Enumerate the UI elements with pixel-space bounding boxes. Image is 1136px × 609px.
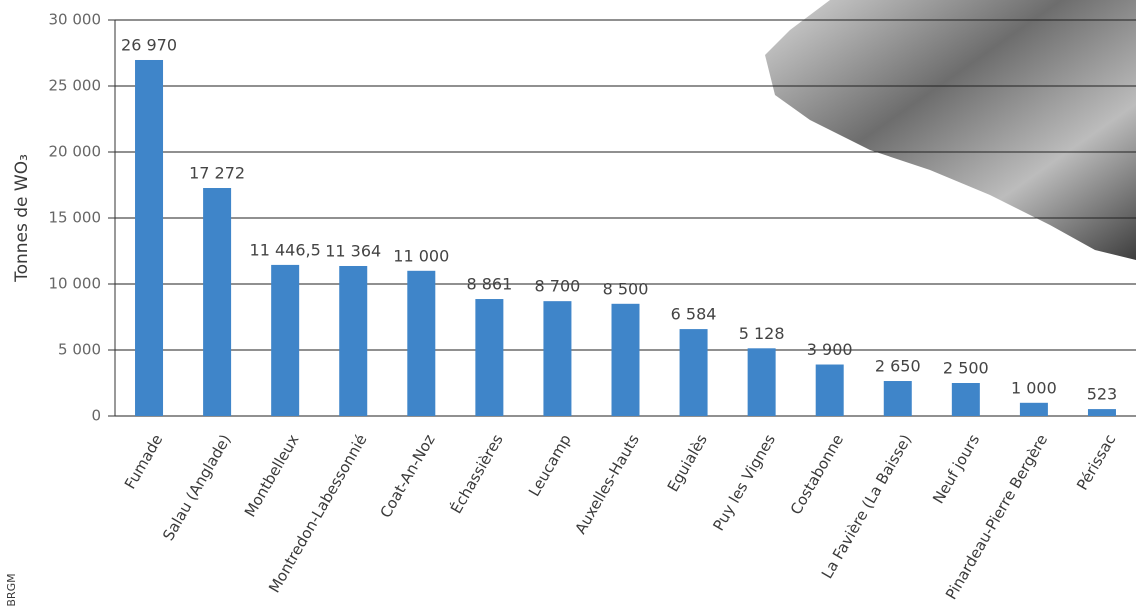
- value-label: 5 128: [739, 324, 785, 343]
- bar: [271, 264, 300, 416]
- value-label: 6 584: [671, 305, 717, 324]
- bar: [1019, 402, 1048, 416]
- value-label: 11 000: [393, 246, 449, 265]
- bar: [1087, 409, 1116, 416]
- value-label: 8 500: [603, 279, 649, 298]
- mineral-photo: [765, 0, 1136, 260]
- value-label: 17 272: [189, 164, 245, 183]
- value-label: 3 900: [807, 340, 853, 359]
- value-label: 8 700: [535, 277, 581, 296]
- bar: [883, 381, 912, 416]
- bar: [815, 364, 844, 416]
- bar: [407, 270, 436, 416]
- x-tick-label: Montbelleux: [241, 431, 303, 520]
- bar: [611, 303, 640, 416]
- x-tick-label: Eguialès: [664, 431, 711, 495]
- x-tick-label: Périssac: [1073, 431, 1119, 493]
- x-tick-label: Costabonne: [787, 431, 847, 517]
- x-tick-label: Fumade: [121, 431, 167, 492]
- y-tick-label: 30 000: [49, 11, 102, 29]
- bar: [951, 383, 980, 416]
- value-label: 8 861: [466, 275, 512, 294]
- x-tick-label: Leucamp: [525, 431, 575, 499]
- y-tick-label: 15 000: [49, 209, 102, 227]
- value-label: 2 500: [943, 359, 989, 378]
- bar: [475, 299, 504, 416]
- value-label: 1 000: [1011, 378, 1057, 397]
- y-tick-label: 25 000: [49, 77, 102, 95]
- x-tick-label: Coat-An-Noz: [376, 431, 438, 521]
- value-label: 523: [1087, 385, 1118, 404]
- y-tick-label: 20 000: [49, 143, 102, 161]
- y-tick-label: 0: [91, 407, 101, 425]
- y-axis-label: Tonnes de WO₃: [12, 154, 32, 283]
- x-tick-label: Salau (Anglade): [159, 431, 234, 543]
- value-label: 11 446,5: [250, 240, 321, 259]
- y-tick-label: 10 000: [49, 275, 102, 293]
- x-tick-label: Puy les Vignes: [709, 431, 779, 534]
- credit: BRGM: [5, 573, 18, 606]
- bar: [135, 59, 164, 416]
- bar: [339, 265, 368, 416]
- x-tick-label: Échassières: [446, 431, 507, 517]
- value-label: 11 364: [325, 241, 381, 260]
- y-tick-label: 5 000: [58, 341, 101, 359]
- x-tick-label: Neuf jours: [929, 431, 983, 507]
- bar: [747, 348, 776, 416]
- x-tick-label: Auxelles-Hauts: [571, 431, 643, 537]
- value-label: 2 650: [875, 357, 921, 376]
- value-label: 26 970: [121, 35, 177, 54]
- bar: [679, 329, 708, 416]
- bar: [203, 188, 232, 416]
- bar: [543, 301, 572, 416]
